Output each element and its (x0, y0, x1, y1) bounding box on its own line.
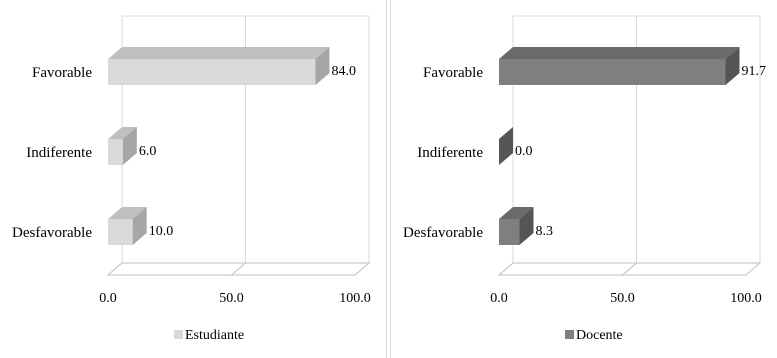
category-label: Favorable (32, 65, 92, 81)
floor-gridline (231, 262, 246, 276)
bar-top (499, 47, 740, 59)
x-tick-label: 0.0 (490, 291, 508, 306)
data-label: 0.0 (515, 144, 533, 159)
legend-entry: Docente (576, 328, 623, 343)
legend-swatch (174, 330, 183, 339)
data-label: 84.0 (331, 64, 356, 79)
bar-front (108, 59, 316, 85)
bar-top (499, 207, 534, 219)
bar-side (725, 47, 740, 85)
chart-panel-docente: 0.0 50.0 100.0 Favorable 91.7 Indiferente 0.0 D… (390, 0, 777, 358)
bar-top (108, 207, 147, 219)
x-tick-label: 100.0 (339, 291, 371, 306)
bar-front (108, 139, 123, 165)
category-label: Indiferente (417, 145, 483, 161)
category-label: Indiferente (26, 145, 92, 161)
data-label: 6.0 (139, 144, 157, 159)
bar-top (108, 47, 330, 59)
bar-chart-estudiante: 0.0 50.0 100.0 Favorable 84.0 Indiferente 6.0 D… (12, 15, 371, 343)
plot-floor (497, 262, 762, 276)
bar-side (132, 207, 147, 245)
bar-top (108, 127, 137, 139)
bar-side (499, 127, 513, 165)
plot-floor (106, 262, 371, 276)
bar-side (122, 127, 137, 165)
bar-front (499, 219, 520, 245)
data-label: 10.0 (149, 224, 174, 239)
bar-side (315, 47, 330, 85)
data-label: 91.7 (741, 64, 766, 79)
x-tick-label: 0.0 (99, 291, 117, 306)
bar-front (108, 219, 133, 245)
data-label: 8.3 (536, 224, 554, 239)
legend-swatch (565, 330, 574, 339)
x-tick-label: 50.0 (219, 291, 244, 306)
bar-side (519, 207, 534, 245)
x-tick-label: 50.0 (610, 291, 635, 306)
legend-entry: Estudiante (185, 328, 244, 343)
x-tick-label: 100.0 (730, 291, 762, 306)
bar-front (499, 59, 726, 85)
chart-panel-estudiante: 0.0 50.0 100.0 Favorable 84.0 Indiferente 6.0 D… (0, 0, 387, 358)
category-label: Desfavorable (403, 225, 483, 241)
bar-chart-docente: 0.0 50.0 100.0 Favorable 91.7 Indiferente 0.0 D… (403, 15, 766, 343)
category-label: Favorable (423, 65, 483, 81)
category-label: Desfavorable (12, 225, 92, 241)
floor-gridline (622, 262, 637, 276)
